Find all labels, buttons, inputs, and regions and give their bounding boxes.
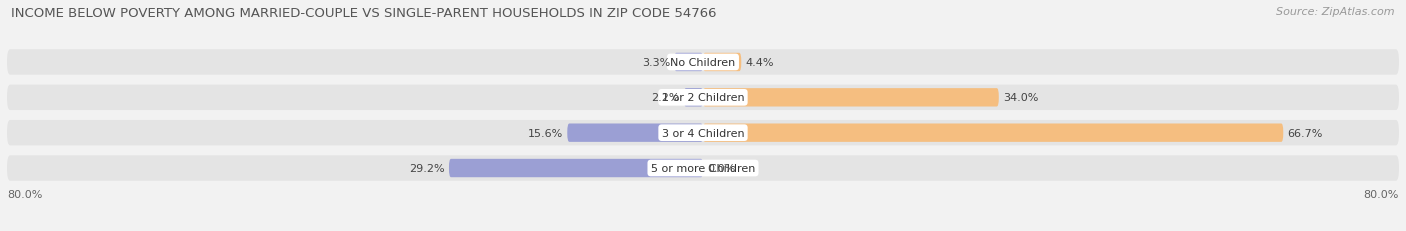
Text: 80.0%: 80.0% (1364, 189, 1399, 199)
Text: 80.0%: 80.0% (7, 189, 42, 199)
Text: 5 or more Children: 5 or more Children (651, 163, 755, 173)
Text: 0.0%: 0.0% (707, 163, 735, 173)
Text: 66.7%: 66.7% (1288, 128, 1323, 138)
FancyBboxPatch shape (703, 124, 1284, 142)
Text: 4.4%: 4.4% (745, 58, 775, 68)
Text: 3 or 4 Children: 3 or 4 Children (662, 128, 744, 138)
Text: 3.3%: 3.3% (641, 58, 669, 68)
FancyBboxPatch shape (449, 159, 703, 177)
Text: 29.2%: 29.2% (409, 163, 444, 173)
Text: 1 or 2 Children: 1 or 2 Children (662, 93, 744, 103)
Text: Source: ZipAtlas.com: Source: ZipAtlas.com (1277, 7, 1395, 17)
FancyBboxPatch shape (683, 89, 703, 107)
Text: 34.0%: 34.0% (1002, 93, 1039, 103)
Text: No Children: No Children (671, 58, 735, 68)
FancyBboxPatch shape (567, 124, 703, 142)
FancyBboxPatch shape (703, 89, 998, 107)
Text: 2.2%: 2.2% (651, 93, 679, 103)
FancyBboxPatch shape (7, 50, 1399, 75)
FancyBboxPatch shape (7, 120, 1399, 146)
FancyBboxPatch shape (703, 54, 741, 72)
FancyBboxPatch shape (675, 54, 703, 72)
Text: 15.6%: 15.6% (527, 128, 562, 138)
Text: INCOME BELOW POVERTY AMONG MARRIED-COUPLE VS SINGLE-PARENT HOUSEHOLDS IN ZIP COD: INCOME BELOW POVERTY AMONG MARRIED-COUPL… (11, 7, 717, 20)
FancyBboxPatch shape (7, 156, 1399, 181)
FancyBboxPatch shape (7, 85, 1399, 111)
